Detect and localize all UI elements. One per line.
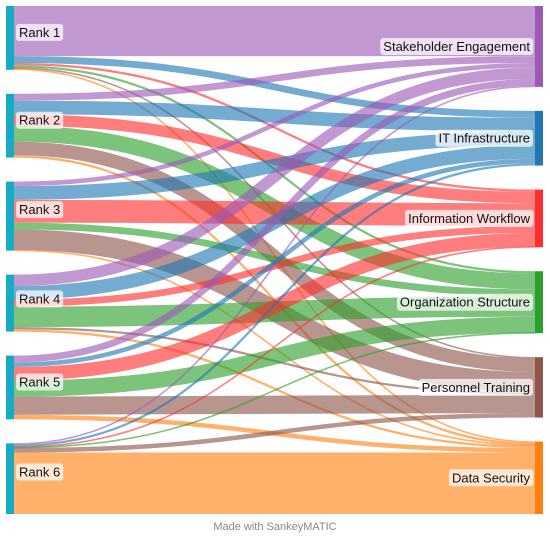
node-information-workflow	[535, 189, 543, 248]
flow-rank-1-to-information-workflow	[13, 62, 536, 192]
flow-rank-6-to-information-workflow	[13, 246, 536, 448]
label-organization-structure: Organization Structure	[396, 293, 533, 311]
flow-rank-5-to-stakeholder-engagement	[13, 78, 536, 363]
nodes	[6, 6, 543, 514]
label-rank-4: Rank 4	[16, 290, 64, 308]
svg-text:Rank 1: Rank 1	[19, 25, 60, 40]
svg-text:IT Infrastructure: IT Infrastructure	[438, 131, 530, 146]
node-organization-structure	[535, 271, 543, 334]
node-rank-2	[6, 93, 14, 158]
svg-text:Rank 4: Rank 4	[19, 291, 60, 306]
node-rank-4	[6, 274, 14, 332]
label-rank-2: Rank 2	[16, 111, 64, 129]
node-data-security	[535, 441, 543, 514]
flow-rank-5-to-it-infrastructure	[13, 158, 536, 367]
node-stakeholder-engagement	[535, 6, 543, 87]
node-personnel-training	[535, 357, 543, 418]
flow-rank-6-to-it-infrastructure	[13, 163, 536, 447]
svg-text:Rank 3: Rank 3	[19, 202, 60, 217]
flow-rank-4-to-stakeholder-engagement	[13, 67, 536, 287]
flow-rank-5-to-organization-structure	[13, 316, 536, 397]
svg-text:Stakeholder Engagement: Stakeholder Engagement	[383, 39, 530, 54]
node-rank-5	[6, 355, 14, 420]
svg-text:Organization Structure: Organization Structure	[400, 295, 530, 310]
label-it-infrastructure: IT Infrastructure	[435, 129, 533, 147]
node-rank-3	[6, 181, 14, 251]
label-rank-3: Rank 3	[16, 201, 64, 219]
flow-rank-6-to-organization-structure	[13, 332, 536, 449]
label-rank-5: Rank 5	[16, 373, 64, 391]
flow-rank-6-to-personnel-training	[13, 412, 536, 453]
flow-rank-5-to-information-workflow	[13, 232, 536, 381]
svg-text:Rank 5: Rank 5	[19, 374, 60, 389]
svg-text:Data Security: Data Security	[452, 470, 531, 485]
label-data-security: Data Security	[448, 469, 534, 487]
node-labels: Rank 1 Rank 2 Rank 3 Rank 4 Rank 5 Rank 6 Stak…	[16, 23, 534, 487]
svg-text:Rank 2: Rank 2	[19, 113, 60, 128]
label-stakeholder-engagement: Stakeholder Engagement	[380, 37, 534, 55]
label-personnel-training: Personnel Training	[418, 378, 533, 396]
flow-links	[13, 6, 536, 515]
svg-text:Rank 6: Rank 6	[19, 464, 60, 479]
flow-rank-3-to-organization-structure	[13, 222, 536, 297]
svg-text:Personnel Training: Personnel Training	[422, 380, 530, 395]
flow-rank-5-to-personnel-training	[13, 394, 536, 415]
flow-rank-2-to-stakeholder-engagement	[13, 56, 536, 101]
label-rank-1: Rank 1	[16, 23, 64, 41]
label-rank-6: Rank 6	[16, 463, 64, 481]
node-it-infrastructure	[535, 110, 543, 166]
svg-text:Information Workflow: Information Workflow	[408, 211, 530, 226]
node-rank-6	[6, 443, 14, 514]
footer-credit: Made with SankeyMATIC	[213, 521, 337, 533]
flow-rank-2-to-it-infrastructure	[13, 100, 536, 132]
node-rank-1	[6, 6, 14, 70]
label-information-workflow: Information Workflow	[405, 209, 534, 227]
flow-rank-4-to-data-security	[13, 329, 536, 448]
flow-rank-1-to-it-infrastructure	[13, 56, 536, 118]
flow-rank-3-to-stakeholder-engagement	[13, 62, 536, 187]
flow-rank-6-to-stakeholder-engagement	[13, 85, 536, 445]
